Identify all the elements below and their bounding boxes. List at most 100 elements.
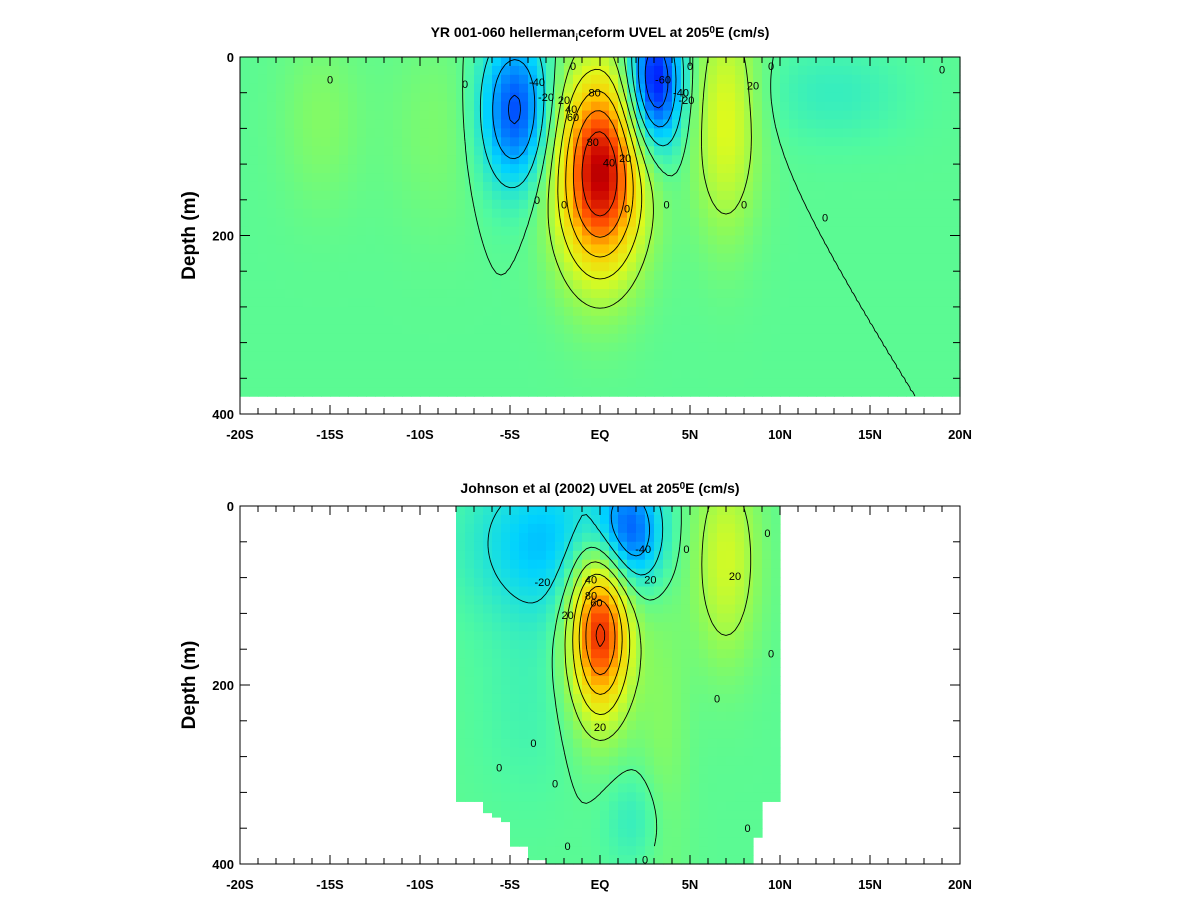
heatmap-cell xyxy=(591,765,601,776)
heatmap-cell xyxy=(375,262,385,272)
heatmap-cell xyxy=(447,181,457,192)
heatmap-cell xyxy=(744,101,754,112)
heatmap-cell xyxy=(744,315,754,326)
heatmap-cell xyxy=(528,378,538,388)
heatmap-cell xyxy=(618,208,628,219)
heatmap-cell xyxy=(582,693,592,704)
heatmap-cell xyxy=(303,110,313,121)
heatmap-cell xyxy=(744,351,754,362)
heatmap-cell xyxy=(735,729,745,740)
heatmap-cell xyxy=(276,164,286,174)
heatmap-cell xyxy=(861,181,871,192)
heatmap-cell xyxy=(708,846,718,856)
heatmap-cell xyxy=(240,137,250,147)
heatmap-cell xyxy=(501,262,511,272)
heatmap-cell xyxy=(699,604,709,614)
heatmap-cell xyxy=(627,128,637,138)
heatmap-cell xyxy=(474,595,484,606)
heatmap-cell xyxy=(456,640,466,650)
heatmap-cell xyxy=(888,173,898,183)
heatmap-cell xyxy=(699,765,709,776)
heatmap-cell xyxy=(393,137,403,147)
heatmap-cell xyxy=(510,378,520,388)
heatmap-cell xyxy=(663,235,673,246)
heatmap-cell xyxy=(591,83,601,94)
heatmap-cell xyxy=(591,244,601,254)
heatmap-cell xyxy=(744,622,754,632)
heatmap-cell xyxy=(465,333,475,344)
heatmap-cell xyxy=(636,369,646,379)
heatmap-cell xyxy=(528,765,538,776)
heatmap-cell xyxy=(321,65,331,76)
heatmap-cell xyxy=(735,810,745,820)
heatmap-cell xyxy=(708,541,718,552)
heatmap-cell xyxy=(834,164,844,174)
heatmap-cell xyxy=(348,146,358,156)
heatmap-cell xyxy=(429,271,439,281)
heatmap-cell xyxy=(510,280,520,290)
heatmap-cell xyxy=(654,128,664,138)
heatmap-cell xyxy=(834,83,844,94)
heatmap-cell xyxy=(564,658,574,668)
heatmap-cell xyxy=(249,342,259,353)
heatmap-cell xyxy=(348,199,358,210)
heatmap-cell xyxy=(528,846,538,856)
heatmap-cell xyxy=(789,360,799,370)
heatmap-cell xyxy=(654,676,664,686)
heatmap-cell xyxy=(519,595,529,606)
contour-label: 0 xyxy=(496,762,502,774)
heatmap-cell xyxy=(456,693,466,704)
heatmap-cell xyxy=(762,604,772,614)
heatmap-cell xyxy=(888,333,898,344)
heatmap-cell xyxy=(249,65,259,76)
heatmap-cell xyxy=(321,342,331,353)
heatmap-cell xyxy=(897,217,907,228)
heatmap-cell xyxy=(501,199,511,210)
heatmap-cell xyxy=(564,819,574,829)
heatmap-cell xyxy=(609,271,619,281)
heatmap-cell xyxy=(591,262,601,272)
heatmap-cell xyxy=(411,164,421,174)
heatmap-cell xyxy=(708,819,718,829)
heatmap-cell xyxy=(321,244,331,254)
heatmap-cell xyxy=(420,137,430,147)
heatmap-cell xyxy=(915,137,925,147)
heatmap-cell xyxy=(933,137,943,147)
heatmap-cell xyxy=(294,155,304,165)
heatmap-cell xyxy=(393,297,403,308)
heatmap-cell xyxy=(609,128,619,138)
heatmap-cell xyxy=(510,128,520,138)
heatmap-cell xyxy=(519,765,529,776)
heatmap-cell xyxy=(591,810,601,820)
heatmap-cell xyxy=(942,199,952,210)
heatmap-cell xyxy=(924,137,934,147)
heatmap-cell xyxy=(627,631,637,641)
y-tick-label: 0 xyxy=(227,499,234,514)
heatmap-cell xyxy=(672,306,682,317)
heatmap-cell xyxy=(321,137,331,147)
heatmap-cell xyxy=(780,101,790,112)
heatmap-cell xyxy=(411,387,421,397)
heatmap-cell xyxy=(330,128,340,138)
heatmap-cell xyxy=(672,369,682,379)
heatmap-cell xyxy=(717,128,727,138)
heatmap-cell xyxy=(708,226,718,237)
heatmap-cell xyxy=(771,506,781,516)
heatmap-cell xyxy=(744,244,754,254)
heatmap-cell xyxy=(600,324,610,335)
heatmap-cell xyxy=(627,729,637,740)
heatmap-cell xyxy=(339,146,349,156)
heatmap-cell xyxy=(294,360,304,370)
heatmap-cell xyxy=(519,280,529,290)
heatmap-cell xyxy=(519,702,529,713)
heatmap-cell xyxy=(573,155,583,165)
heatmap-cell xyxy=(699,208,709,219)
heatmap-cell xyxy=(672,711,682,722)
heatmap-cell xyxy=(510,199,520,210)
heatmap-cell xyxy=(672,137,682,147)
heatmap-cell xyxy=(735,586,745,597)
heatmap-cell xyxy=(330,387,340,397)
heatmap-cell xyxy=(573,324,583,335)
heatmap-cell xyxy=(807,387,817,397)
heatmap-cell xyxy=(744,333,754,344)
